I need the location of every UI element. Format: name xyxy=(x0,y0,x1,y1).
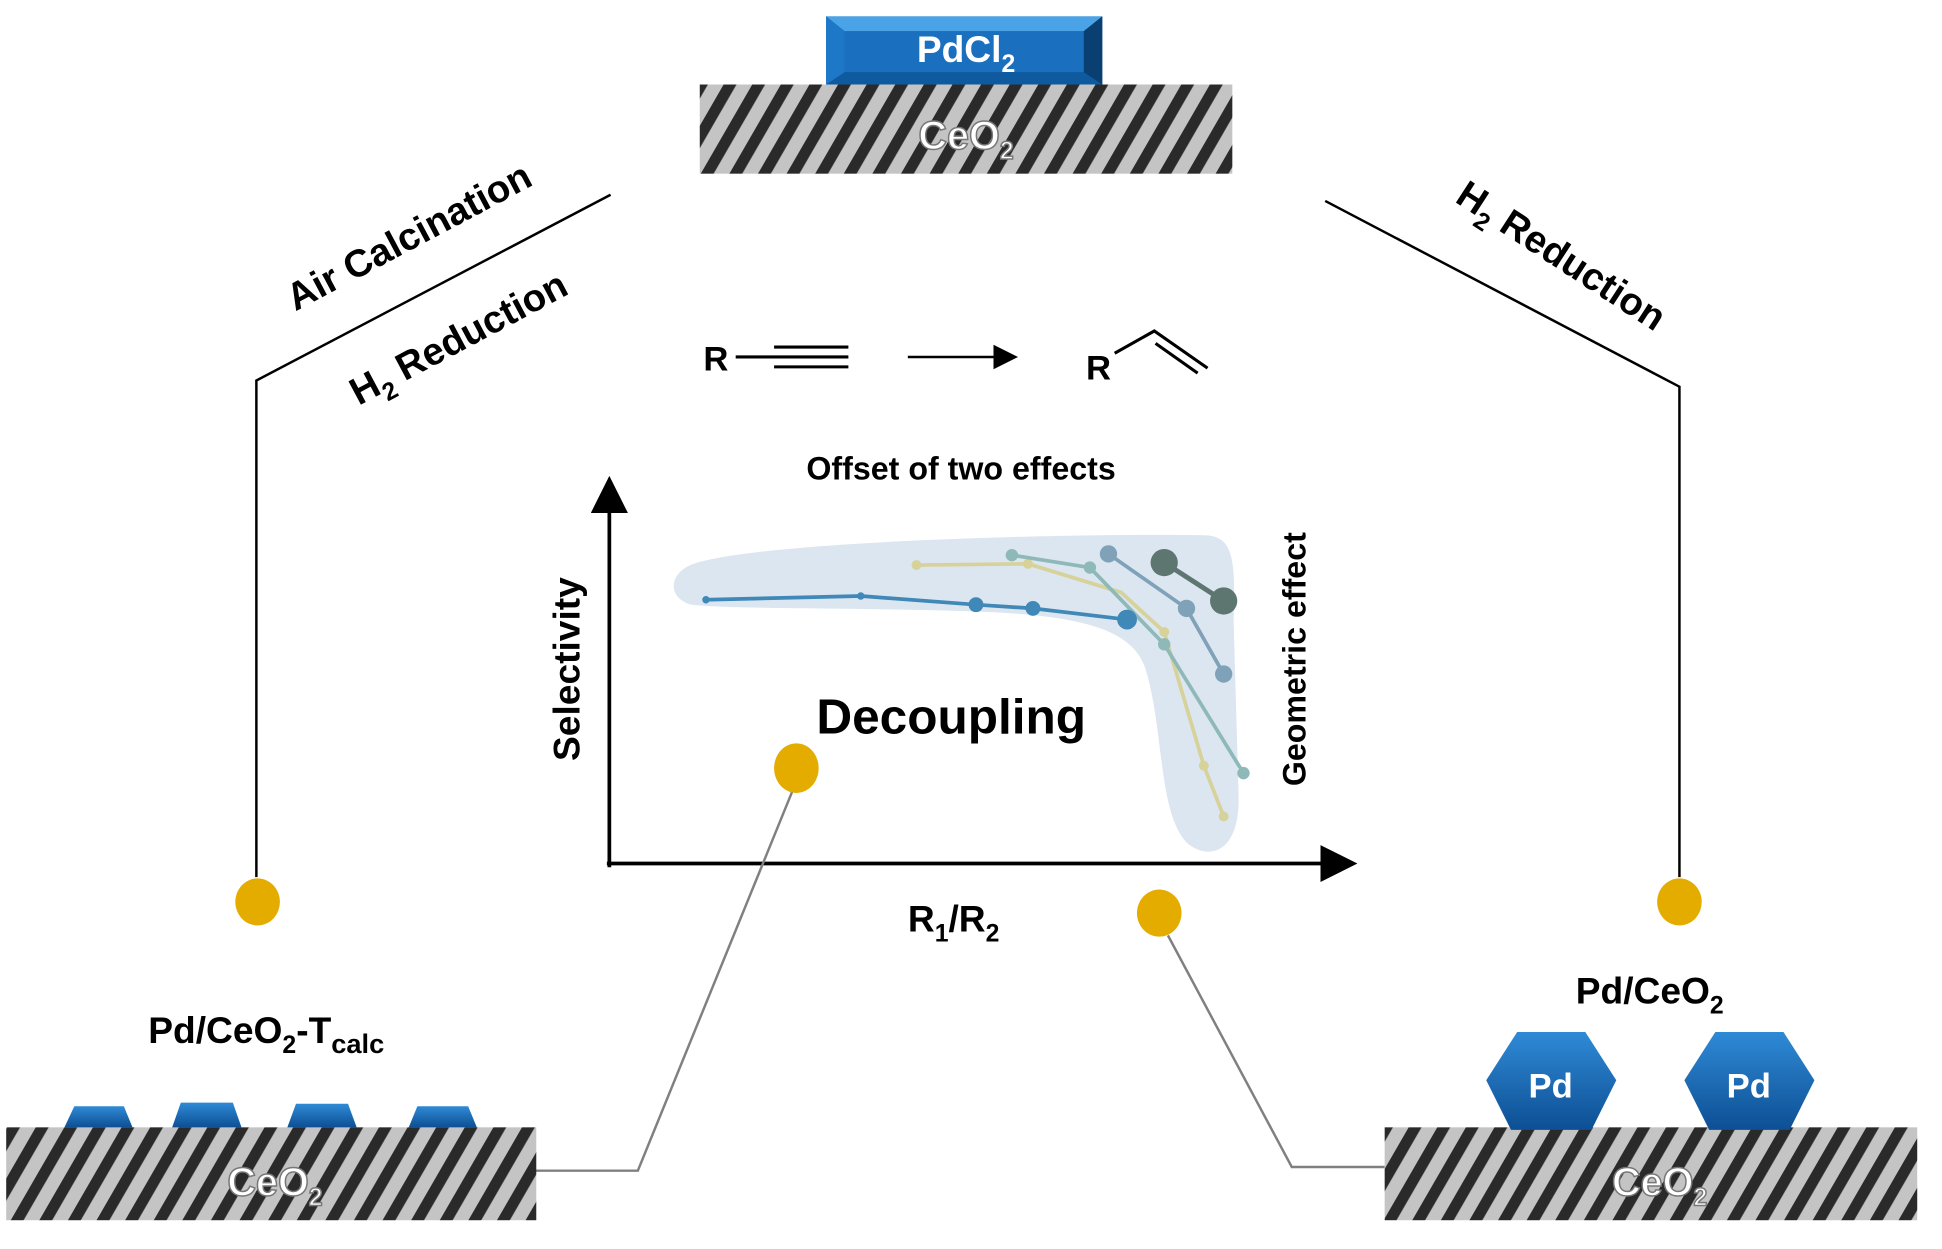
ceo2-support-top xyxy=(699,84,1233,174)
trend-region xyxy=(673,534,1239,852)
top-precursor: PdCl2 CeO2 xyxy=(699,16,1233,174)
pd-ceo2-label: Pd/CeO2 xyxy=(1576,969,1724,1019)
trend-point xyxy=(1177,599,1196,618)
right-connector-dot xyxy=(1657,878,1702,926)
geometric-effect-label: Geometric effect xyxy=(1276,532,1312,786)
trend-point xyxy=(1099,545,1118,563)
left-connector-dot xyxy=(235,878,280,926)
trend-point xyxy=(1218,811,1229,822)
ceo2-support-right xyxy=(1384,1127,1918,1221)
pd-ceo2-tcalc-label: Pd/CeO2-Tcalc xyxy=(148,1009,384,1059)
trend-point xyxy=(1214,665,1233,683)
trend-point xyxy=(1150,548,1178,577)
trend-point xyxy=(1210,587,1238,615)
pd-particle xyxy=(1684,1031,1815,1130)
pdcl2-label: PdCl2 xyxy=(917,28,1015,78)
ceo2-label-right: CeO2 xyxy=(1612,1160,1707,1211)
alkyne-r-label: R xyxy=(703,341,728,379)
trend-point xyxy=(1005,548,1019,562)
trend-point xyxy=(1237,766,1250,780)
pdcl2-layer xyxy=(826,16,1103,85)
trend-curve xyxy=(1011,553,1246,775)
trend-curves xyxy=(702,545,1250,822)
trend-point xyxy=(968,597,984,613)
decoupling-connector-line xyxy=(489,789,794,1172)
left-h2-reduction-label: H2 Reduction xyxy=(343,263,578,420)
trend-point xyxy=(1083,561,1097,574)
pd-clusters xyxy=(64,1102,477,1128)
pd-particle xyxy=(1486,1031,1617,1130)
geometric-connector-dot xyxy=(1136,889,1182,937)
right-connector-line xyxy=(1324,199,1681,878)
trend-point xyxy=(1117,609,1137,630)
trend-point xyxy=(1023,558,1033,569)
ceo2-support-left xyxy=(6,1127,537,1221)
right-h2-reduction-label: H2 Reduction xyxy=(1445,173,1673,345)
pd-particle-label: Pd xyxy=(1727,1068,1771,1106)
pd-ceo2-tcalc-catalyst: Pd/CeO2-Tcalc CeO2 xyxy=(6,1009,537,1221)
x-axis-label: R1/R2 xyxy=(908,898,1000,948)
trend-point xyxy=(1159,626,1170,637)
y-axis-label: Selectivity xyxy=(546,577,588,761)
decoupling-label: Decoupling xyxy=(816,689,1086,744)
pd-ceo2-catalyst: Pd/CeO2 Pd Pd CeO2 xyxy=(1384,969,1918,1221)
trend-point xyxy=(911,560,922,571)
ceo2-label-left: CeO2 xyxy=(227,1160,322,1211)
trend-point xyxy=(1025,600,1041,616)
decoupling-connector-dot xyxy=(774,743,819,793)
left-connector-line xyxy=(255,193,612,878)
plot-title: Offset of two effects xyxy=(806,451,1115,487)
ceo2-label-top: CeO2 xyxy=(918,114,1013,165)
alkene-r-label: R xyxy=(1086,349,1111,387)
geometric-connector-line xyxy=(1166,934,1385,1169)
reaction-scheme: R R xyxy=(703,329,1209,387)
triple-bond xyxy=(735,345,849,369)
selectivity-plot: Offset of two effects Selectivity Geomet… xyxy=(546,451,1358,948)
trend-point xyxy=(857,592,865,600)
trend-curve xyxy=(916,561,1226,818)
trend-point xyxy=(1158,638,1171,651)
trend-point xyxy=(702,596,710,604)
double-bond xyxy=(1113,329,1209,375)
trend-point xyxy=(1198,760,1209,771)
pd-particle-label: Pd xyxy=(1528,1068,1572,1106)
